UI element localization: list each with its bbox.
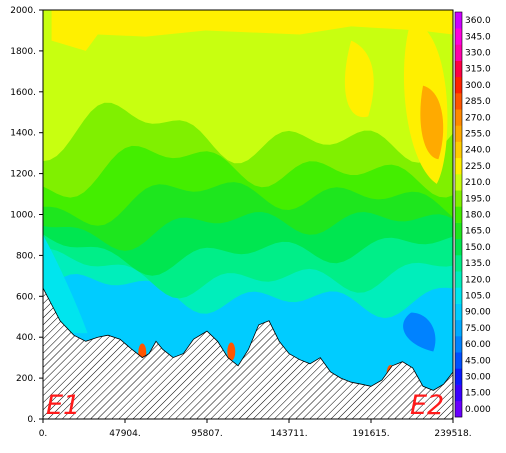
- colorbar-swatch: [455, 336, 462, 353]
- terrain-hatch-pattern: [43, 288, 453, 419]
- colorbar-swatch: [455, 109, 462, 126]
- x-tick-label: 95807.: [191, 429, 223, 439]
- colorbar-label: 255.0: [465, 130, 491, 140]
- colorbar-label: 30.00: [465, 373, 491, 383]
- colorbar-label: 195.0: [465, 194, 491, 204]
- colorbar-swatch: [455, 400, 462, 418]
- colorbar-swatch: [455, 384, 462, 402]
- y-tick-label: 1600.: [10, 88, 36, 98]
- colorbar-label: 120.0: [465, 275, 491, 285]
- colorbar-swatch: [455, 352, 462, 369]
- colorbar-frame: [454, 11, 463, 418]
- colorbar-swatch: [455, 368, 462, 385]
- y-tick-label: 2000.: [10, 6, 36, 16]
- contour-bands: [43, 10, 453, 319]
- y-tick-label: 400.: [16, 333, 36, 343]
- colorbar-label: 45.00: [465, 356, 491, 366]
- colorbar-swatch: [455, 319, 462, 337]
- colorbar-swatch: [455, 12, 462, 29]
- colorbar-label: 165.0: [465, 227, 491, 237]
- colorbar-label: 0.000: [465, 405, 491, 415]
- colorbar-label: 315.0: [465, 65, 491, 75]
- colorbar-swatch: [455, 157, 462, 175]
- y-tick-label: 1000.: [10, 211, 36, 221]
- y-tick-label: 1200.: [10, 170, 36, 180]
- contour-features: [43, 10, 453, 384]
- contour-band: [403, 312, 436, 352]
- endpoint-label-e1: E1: [46, 390, 80, 421]
- colorbar-label: 330.0: [465, 49, 491, 59]
- colorbar-swatch: [455, 60, 462, 78]
- colorbar-swatch: [455, 76, 462, 94]
- colorbar-label: 240.0: [465, 146, 491, 156]
- colorbar-label: 225.0: [465, 162, 491, 172]
- colorbar-label: 345.0: [465, 32, 491, 42]
- colorbar-label: 15.00: [465, 389, 491, 399]
- colorbar-label: 60.00: [465, 340, 491, 350]
- plot-area: [42, 9, 454, 420]
- contour-band: [344, 40, 374, 118]
- colorbar-swatch: [455, 28, 462, 45]
- colorbar-swatch: [455, 125, 462, 142]
- x-axis: 0. 47904. 95807. 143711. 191615. 239518.: [39, 419, 472, 439]
- colorbar-label: 75.00: [465, 324, 491, 334]
- colorbar-label: 90.00: [465, 308, 491, 318]
- colorbar-swatch: [455, 206, 462, 223]
- colorbar-label: 300.0: [465, 81, 491, 91]
- y-tick-label: 600.: [16, 292, 36, 302]
- colorbar-label: 105.0: [465, 292, 491, 302]
- colorbar-swatch: [455, 174, 462, 191]
- x-tick-label: 143711.: [270, 429, 307, 439]
- colorbar-swatch: [455, 141, 462, 159]
- contour-band: [51, 10, 453, 51]
- contour-band: [420, 85, 444, 160]
- colorbar-swatch: [455, 238, 462, 256]
- colorbar: 0.000 15.00 30.00 45.00 60.00 75.00 90.00 105.0…: [454, 11, 491, 418]
- y-tick-label: 1800.: [10, 47, 36, 57]
- colorbar-swatch: [455, 190, 462, 207]
- contour-band: [227, 342, 236, 361]
- x-tick-label: 239518.: [434, 429, 471, 439]
- colorbar-swatch: [455, 271, 462, 288]
- y-tick-label: 0.: [27, 415, 36, 425]
- x-tick-label: 191615.: [352, 429, 389, 439]
- colorbar-swatch: [455, 222, 462, 240]
- x-tick-label: 0.: [39, 429, 48, 439]
- colorbar-swatch: [455, 93, 462, 110]
- colorbar-label: 360.0: [465, 16, 491, 26]
- x-tick-label: 47904.: [109, 429, 141, 439]
- colorbar-label: 150.0: [465, 243, 491, 253]
- y-axis: 0. 200. 400. 600. 800. 1000. 1200. 1400. 1600. 18…: [10, 6, 43, 425]
- colorbar-swatch: [455, 255, 462, 272]
- endpoint-label-e2: E2: [410, 390, 444, 421]
- colorbar-label: 270.0: [465, 113, 491, 123]
- colorbar-swatch: [455, 44, 462, 61]
- colorbar-label: 285.0: [465, 97, 491, 107]
- y-tick-label: 200.: [16, 374, 36, 384]
- colorbar-swatch: [455, 303, 462, 321]
- colorbar-label: 210.0: [465, 178, 491, 188]
- colorbar-label: 135.0: [465, 259, 491, 269]
- colorbar-swatch: [455, 287, 462, 304]
- colorbar-label: 180.0: [465, 211, 491, 221]
- y-tick-label: 800.: [16, 251, 36, 261]
- y-tick-label: 1400.: [10, 129, 36, 139]
